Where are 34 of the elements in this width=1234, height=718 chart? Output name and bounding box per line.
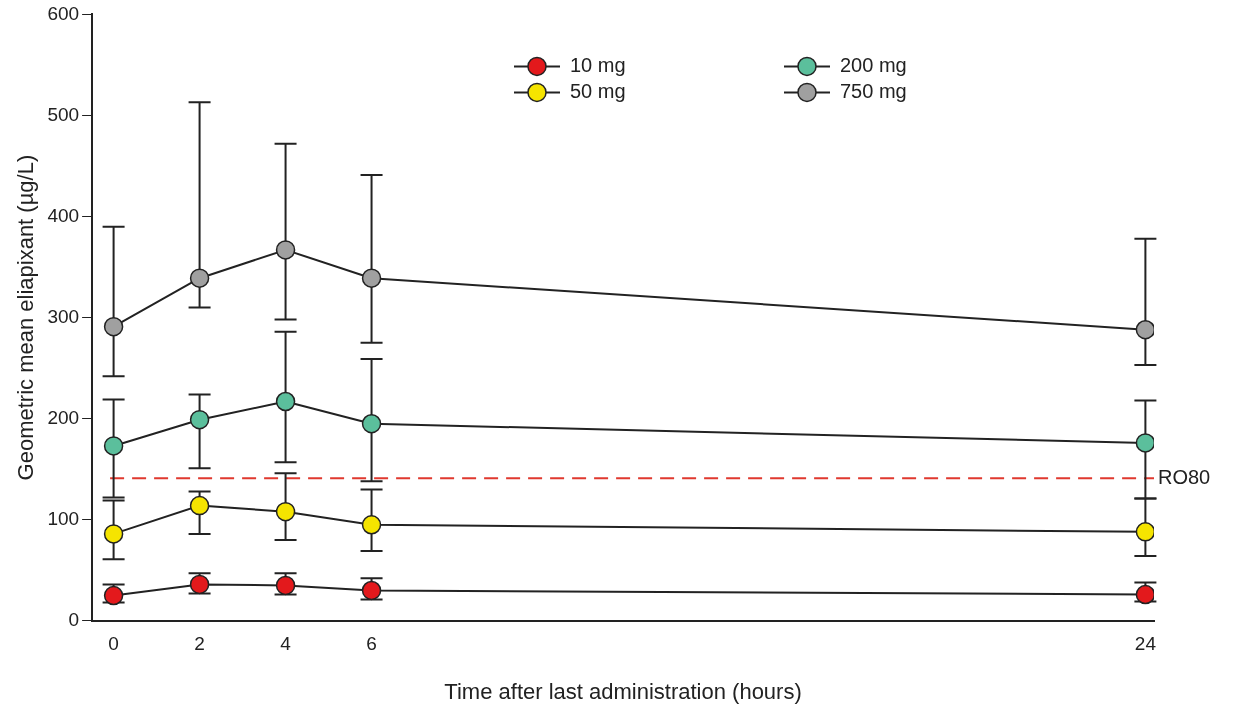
point [189,495,210,516]
legend-label: 200 mg [840,53,907,76]
y-tick-label: 500 [47,103,80,125]
point [361,413,382,434]
y-tick-label: 100 [47,507,80,529]
point [103,436,124,456]
y-tick-label: 200 [47,406,80,428]
legend-label: 50 mg [570,79,626,102]
point [103,524,124,544]
point [103,316,124,337]
y-tick-label: 600 [47,2,80,24]
y-axis-title: Geometric mean eliapixant (µg/L) [13,154,39,481]
y-tick-label: 0 [68,609,80,631]
ref-line-label: RO80 [1158,465,1211,488]
legend-label: 10 mg [570,53,626,76]
point [275,240,296,260]
point [361,515,382,535]
x-tick-label: 24 [1134,633,1157,655]
point [189,409,210,430]
point [275,501,296,522]
x-tick-label: 6 [366,633,377,655]
point [189,268,210,288]
point [1135,522,1154,542]
point [275,391,296,412]
point [361,268,382,288]
y-tick-label: 300 [47,305,80,327]
point [1135,433,1154,453]
x-tick-label: 2 [194,633,205,655]
point [1135,319,1154,340]
x-axis-title: Time after last administration (hours) [444,678,802,704]
x-tick-label: 0 [108,633,119,655]
y-tick-label: 400 [47,204,80,226]
x-tick-label: 4 [280,633,292,655]
legend-label: 750 mg [840,79,907,102]
